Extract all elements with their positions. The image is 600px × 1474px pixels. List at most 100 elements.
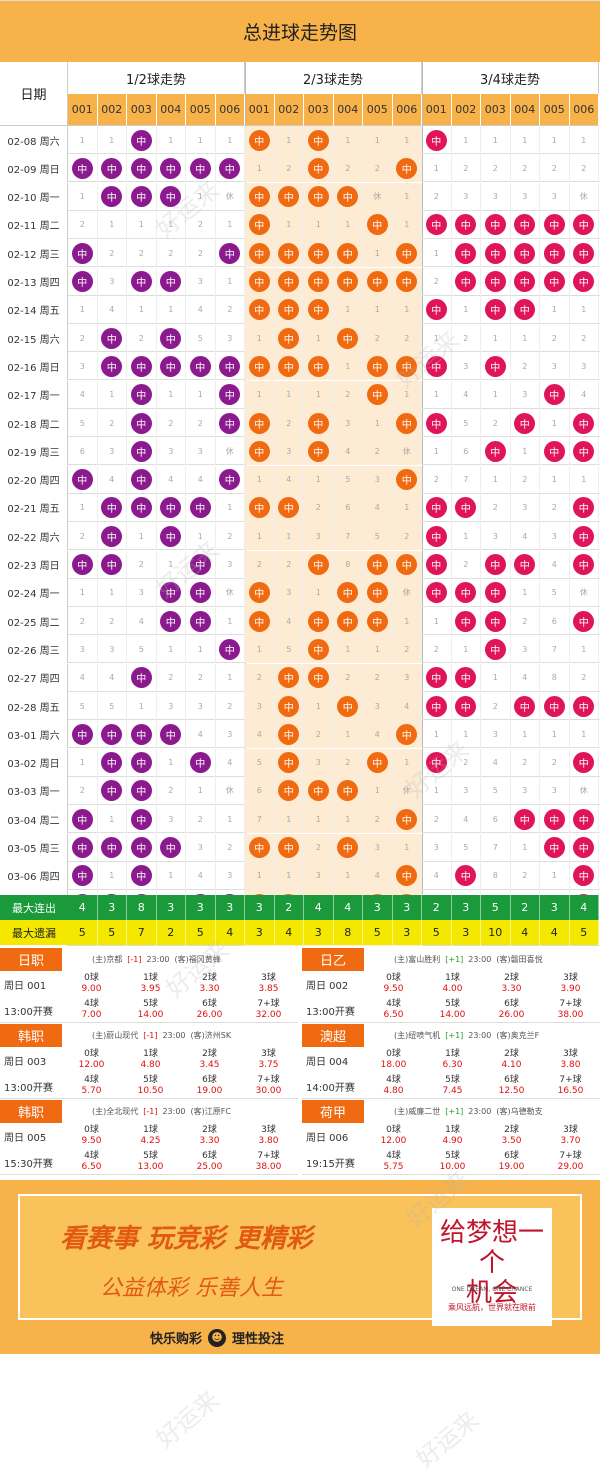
odds-option[interactable]: 4球 4.80	[364, 1073, 423, 1099]
odds-option[interactable]: 1球 4.80	[121, 1047, 180, 1073]
odds-option[interactable]: 7+球 32.00	[239, 997, 298, 1023]
odds-option[interactable]: 3球 3.80	[239, 1123, 298, 1149]
odds-option[interactable]: 5球 10.50	[121, 1073, 180, 1099]
trend-cell: 中	[68, 465, 98, 494]
trend-cell: 中	[68, 805, 98, 834]
match-odds-card[interactable]: 日乙 (主)富山胜利 [+1] 23:00 (客)磐田喜悦 周日 002 13:00开赛 0球…	[302, 948, 600, 1023]
odds-option[interactable]: 4球 6.50	[62, 1149, 121, 1175]
odds-option[interactable]: 6球 25.00	[180, 1149, 239, 1175]
odds-value: 18.00	[380, 1060, 407, 1070]
trend-cell: 1	[392, 295, 422, 324]
odds-option[interactable]: 2球 4.10	[482, 1047, 541, 1073]
goal-count: 0球	[84, 973, 99, 983]
odds-option[interactable]: 6球 19.00	[482, 1149, 541, 1175]
match-odds-card[interactable]: 韩职 (主)全北现代 [-1] 23:00 (客)江原FC 周日 005 15:30开赛 0球…	[0, 1100, 298, 1175]
odds-option[interactable]: 3球 3.70	[541, 1123, 600, 1149]
miss-count: 1	[256, 390, 262, 400]
odds-option[interactable]: 0球 12.00	[364, 1123, 423, 1149]
trend-cell: 1	[570, 720, 599, 749]
trend-cell: 2	[186, 210, 216, 239]
trend-cell: 4	[186, 465, 216, 494]
trend-cell: 1	[157, 295, 186, 324]
odds-option[interactable]: 6球 12.50	[482, 1073, 541, 1099]
miss-count: 1	[463, 305, 469, 315]
odds-option[interactable]: 3球 3.85	[239, 971, 298, 997]
trend-cell: 5	[245, 748, 275, 777]
match-time: 23:00	[468, 1107, 492, 1116]
kickoff-time: 13:00开赛	[4, 1082, 53, 1094]
hit-ball: 中	[573, 610, 595, 632]
odds-option[interactable]: 6球 26.00	[180, 997, 239, 1023]
miss-count: 4	[79, 673, 85, 683]
trend-cell: 中	[452, 861, 481, 890]
trend-cell: 1	[216, 267, 245, 296]
miss-count: 1	[138, 701, 144, 711]
odds-option[interactable]: 2球 3.30	[180, 1123, 239, 1149]
hit-ball: 中	[396, 271, 418, 292]
miss-count: 3	[315, 758, 321, 768]
trend-cell: 中	[127, 805, 157, 834]
trend-cell: 中	[540, 692, 570, 720]
match-odds-card[interactable]: 荷甲 (主)威廉二世 [+1] 23:00 (客)乌德勒支 周日 006 19:15开赛 0球…	[302, 1100, 600, 1175]
odds-value: 6.50	[81, 1162, 102, 1172]
odds-option[interactable]: 1球 6.30	[423, 1047, 482, 1073]
odds-option[interactable]: 1球 4.90	[423, 1123, 482, 1149]
trend-cell: 8	[481, 861, 511, 890]
odds-option[interactable]: 0球 18.00	[364, 1047, 423, 1073]
odds-option[interactable]: 1球 4.25	[121, 1123, 180, 1149]
hit-ball: 中	[278, 186, 300, 208]
odds-option[interactable]: 7+球 38.00	[541, 997, 600, 1023]
odds-option[interactable]: 6球 26.00	[482, 997, 541, 1023]
odds-option[interactable]: 2球 3.30	[482, 971, 541, 997]
odds-option[interactable]: 5球 7.45	[423, 1073, 482, 1099]
trend-cell: 2	[392, 324, 422, 353]
odds-option[interactable]: 2球 3.30	[180, 971, 239, 997]
goal-count: 0球	[84, 1125, 99, 1135]
odds-option[interactable]: 4球 7.00	[62, 997, 121, 1023]
odds-option[interactable]: 7+球 30.00	[239, 1073, 298, 1099]
odds-option[interactable]: 7+球 38.00	[239, 1149, 298, 1175]
trend-cell: 5	[333, 465, 363, 494]
trend-cell: 3	[304, 861, 334, 890]
odds-option[interactable]: 0球 9.50	[62, 1123, 121, 1149]
miss-count: 1	[345, 644, 351, 654]
match-odds-card[interactable]: 韩职 (主)蔚山现代 [-1] 23:00 (客)济州SK 周日 003 13:00开赛 0球…	[0, 1024, 298, 1099]
miss-count: 1	[522, 588, 528, 598]
odds-option[interactable]: 4球 5.70	[62, 1073, 121, 1099]
odds-option[interactable]: 3球 3.75	[239, 1047, 298, 1073]
odds-option[interactable]: 0球 12.00	[62, 1047, 121, 1073]
trend-cell: 1	[304, 578, 334, 607]
odds-option[interactable]: 3球 3.90	[541, 971, 600, 997]
trend-cell: 1	[216, 493, 245, 522]
trend-cell: 5	[127, 635, 157, 664]
odds-option[interactable]: 2球 3.45	[180, 1047, 239, 1073]
hit-ball: 中	[425, 667, 447, 689]
odds-option[interactable]: 7+球 29.00	[541, 1149, 600, 1175]
odds-option[interactable]: 5球 14.00	[423, 997, 482, 1023]
miss-count: 2	[522, 616, 528, 626]
odds-option[interactable]: 7+球 16.50	[541, 1073, 600, 1099]
match-odds-card[interactable]: 日职 (主)京都 [-1] 23:00 (客)福冈黄蜂 周日 001 13:00开赛 0球 9.…	[0, 948, 298, 1023]
odds-option[interactable]: 1球 4.00	[423, 971, 482, 997]
odds-option[interactable]: 2球 3.50	[482, 1123, 541, 1149]
stat-value: 3	[245, 920, 275, 945]
hit-ball: 中	[396, 355, 418, 377]
hit-ball: 中	[573, 440, 595, 462]
odds-value: 9.50	[383, 984, 404, 994]
trend-cell: 1	[392, 182, 422, 211]
promo-banner[interactable]: 看赛事 玩竞彩 更精彩 公益体彩 乐善人生 给梦想一个 机会 ONE DREAM,…	[0, 1180, 600, 1354]
odds-option[interactable]: 5球 13.00	[121, 1149, 180, 1175]
trend-cell: 1	[274, 805, 304, 834]
odds-option[interactable]: 0球 9.50	[364, 971, 423, 997]
odds-option[interactable]: 4球 6.50	[364, 997, 423, 1023]
odds-option[interactable]: 1球 3.95	[121, 971, 180, 997]
odds-option[interactable]: 6球 19.00	[180, 1073, 239, 1099]
odds-option[interactable]: 5球 14.00	[121, 997, 180, 1023]
odds-option[interactable]: 3球 3.80	[541, 1047, 600, 1073]
odds-option[interactable]: 5球 10.00	[423, 1149, 482, 1175]
goal-count: 0球	[84, 1049, 99, 1059]
match-odds-card[interactable]: 澳超 (主)纽喷气机 [+1] 23:00 (客)奥克兰F 周日 004 14:00开赛 0球…	[302, 1024, 600, 1099]
odds-option[interactable]: 0球 9.00	[62, 971, 121, 997]
odds-option[interactable]: 4球 5.75	[364, 1149, 423, 1175]
